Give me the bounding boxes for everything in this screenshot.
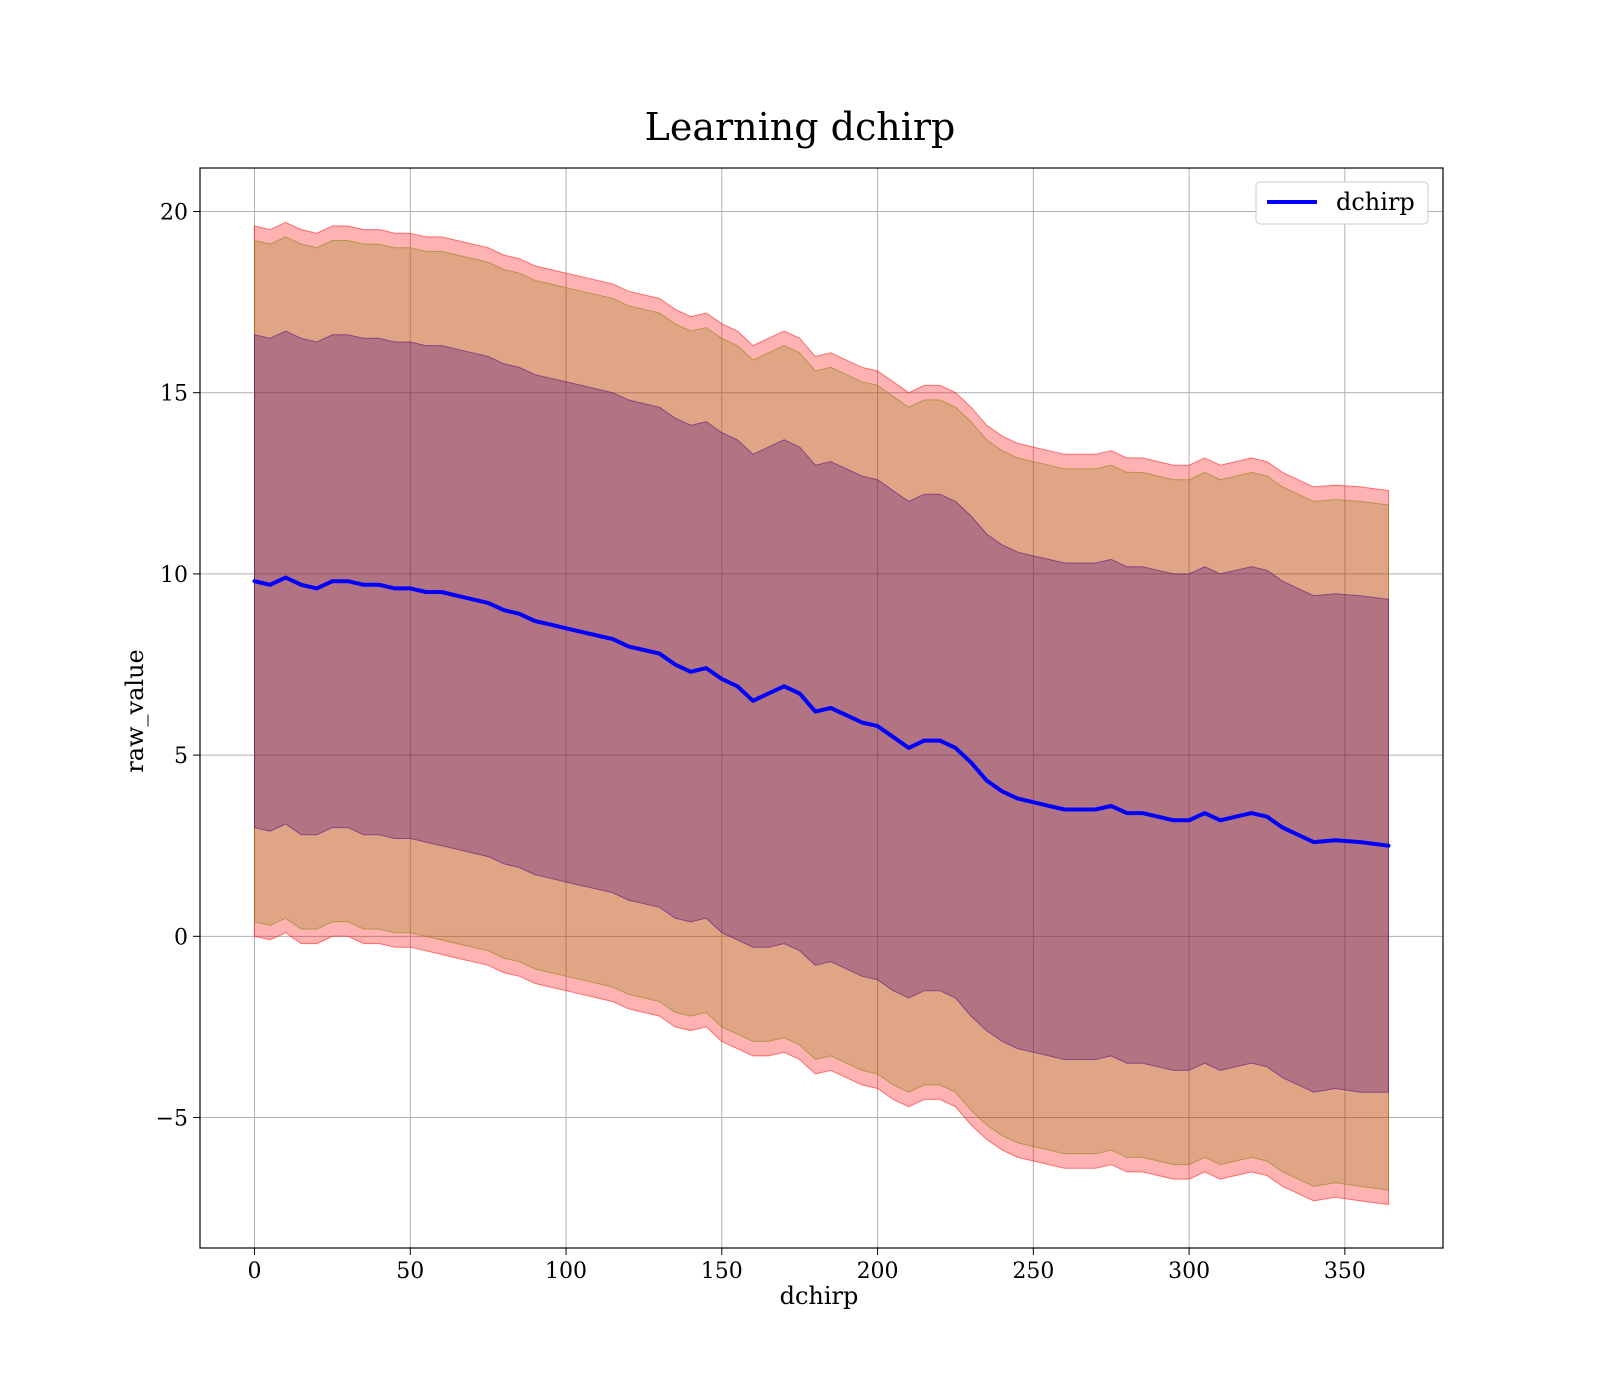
x-tick-label-6: 300 — [1168, 1259, 1210, 1284]
x-tick-label-7: 350 — [1324, 1259, 1366, 1284]
x-tick-label-3: 150 — [701, 1259, 743, 1284]
x-axis-label: dchirp — [780, 1282, 859, 1310]
y-tick-label-5: 20 — [160, 200, 188, 225]
legend: dchirp — [1255, 181, 1429, 225]
x-tick-label-2: 100 — [545, 1259, 587, 1284]
grid-lines — [200, 168, 1443, 1248]
x-tick-label-0: 0 — [248, 1259, 262, 1284]
plot-area: 0 50 100 150 200 250 300 350 −5 0 5 10 15 20 — [156, 167, 1444, 1284]
series-lines — [252, 575, 1391, 848]
band-outer — [254, 221, 1389, 1206]
x-tick-label-5: 250 — [1012, 1259, 1054, 1284]
chart-title: Learning dchirp — [645, 105, 956, 149]
legend-box — [1255, 181, 1429, 225]
y-tick-label-3: 10 — [160, 563, 188, 588]
band-mid — [254, 236, 1389, 1191]
axes-frame — [199, 167, 1444, 1249]
confidence-bands — [254, 221, 1389, 1206]
axis-ticks: 0 50 100 150 200 250 300 350 −5 0 5 10 15 20 — [156, 200, 1366, 1284]
legend-label-dchirp: dchirp — [1336, 188, 1415, 216]
x-tick-label-4: 200 — [857, 1259, 899, 1284]
y-tick-label-2: 5 — [174, 744, 188, 769]
y-tick-label-1: 0 — [174, 925, 188, 950]
series-line-dchirp — [252, 575, 1391, 848]
y-tick-label-0: −5 — [156, 1107, 188, 1132]
y-axis-label: raw_value — [121, 649, 149, 773]
x-tick-label-1: 50 — [396, 1259, 424, 1284]
y-tick-label-4: 15 — [160, 382, 188, 407]
